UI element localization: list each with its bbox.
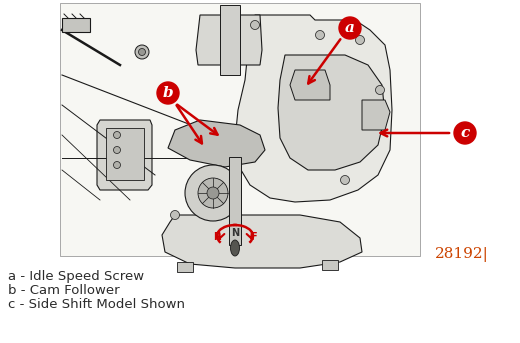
Circle shape <box>207 187 219 199</box>
Text: F: F <box>250 232 256 242</box>
Circle shape <box>356 35 365 45</box>
Circle shape <box>185 165 241 221</box>
Polygon shape <box>235 15 392 202</box>
FancyBboxPatch shape <box>60 3 420 256</box>
Polygon shape <box>168 120 265 167</box>
Text: c: c <box>460 126 470 140</box>
Circle shape <box>135 45 149 59</box>
Polygon shape <box>97 120 152 190</box>
Circle shape <box>113 146 121 154</box>
Circle shape <box>454 122 476 144</box>
Polygon shape <box>278 55 385 170</box>
FancyBboxPatch shape <box>177 262 193 272</box>
FancyBboxPatch shape <box>62 18 90 32</box>
Circle shape <box>198 178 228 208</box>
Text: 28192|: 28192| <box>435 248 489 262</box>
Circle shape <box>113 131 121 139</box>
Circle shape <box>339 17 361 39</box>
Text: b - Cam Follower: b - Cam Follower <box>8 284 120 297</box>
Polygon shape <box>196 15 262 65</box>
Text: a - Idle Speed Screw: a - Idle Speed Screw <box>8 270 144 283</box>
FancyBboxPatch shape <box>229 157 241 245</box>
Polygon shape <box>362 100 390 130</box>
Polygon shape <box>162 215 362 268</box>
Text: N: N <box>231 228 239 238</box>
FancyBboxPatch shape <box>106 128 144 180</box>
Circle shape <box>341 176 349 185</box>
Polygon shape <box>290 70 330 100</box>
Text: R: R <box>213 232 221 242</box>
Ellipse shape <box>230 240 240 256</box>
Circle shape <box>171 211 179 220</box>
Circle shape <box>375 85 384 95</box>
Text: a: a <box>345 21 355 35</box>
Circle shape <box>138 48 146 56</box>
Circle shape <box>157 82 179 104</box>
FancyBboxPatch shape <box>220 5 240 75</box>
Circle shape <box>113 162 121 168</box>
Circle shape <box>316 31 324 39</box>
Text: b: b <box>163 86 173 100</box>
Circle shape <box>251 21 259 29</box>
Text: c - Side Shift Model Shown: c - Side Shift Model Shown <box>8 298 185 311</box>
FancyBboxPatch shape <box>322 260 338 270</box>
